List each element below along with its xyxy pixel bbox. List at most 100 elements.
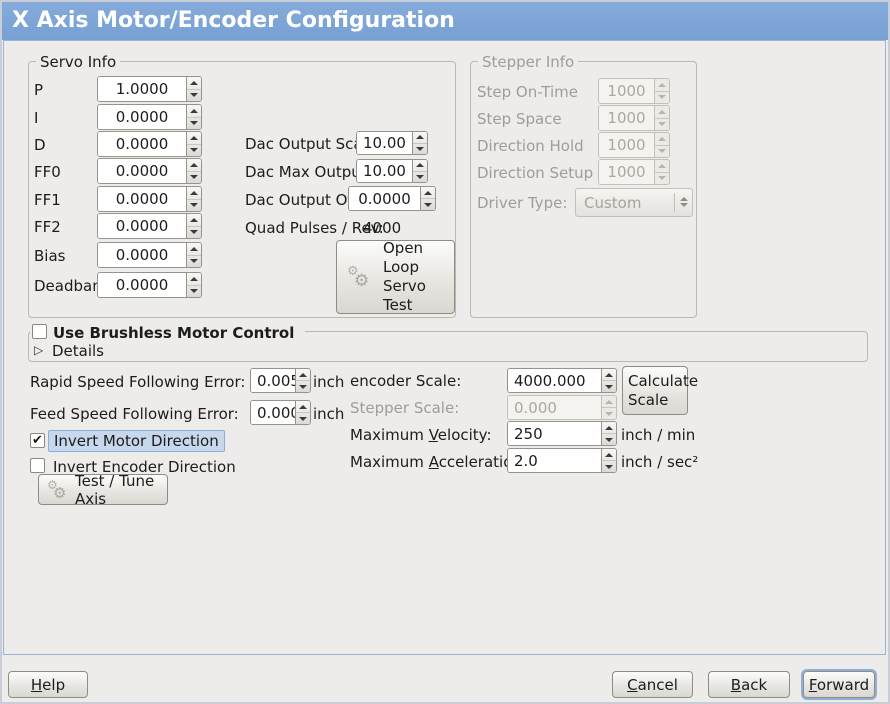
spin-up-button[interactable] [187,159,201,172]
ff0-input[interactable]: 0.0000 [97,158,202,184]
encoder-scale-input[interactable]: 4000.000 [507,368,617,393]
step-on-time-value: 1000 [599,79,654,103]
driver-type-select: Custom [575,188,693,217]
servo-label-ff1: FF1 [34,191,61,209]
spin-up-icon [658,136,666,141]
dac-max-output-label: Dac Max Output: [245,163,372,181]
help-button[interactable]: Help [8,671,88,698]
rapid-error-input[interactable]: 0.0050 [250,368,311,393]
rapid-error-value[interactable]: 0.0050 [251,369,295,392]
spin-down-button[interactable] [602,434,616,445]
max-accel-input[interactable]: 2.0 [507,448,617,473]
spin-up-button[interactable] [413,160,427,172]
spin-down-button[interactable] [413,144,427,155]
invert-encoder-checkbox[interactable] [30,458,45,473]
cancel-button-label: Cancel [627,675,678,694]
ff2-input[interactable]: 0.0000 [97,213,202,239]
ff0-value[interactable]: 0.0000 [98,159,186,183]
cancel-button[interactable]: Cancel [612,671,693,698]
spin-down-button[interactable] [421,199,435,210]
spin-up-button[interactable] [413,132,427,144]
spin-up-button[interactable] [602,422,616,434]
dac-output-offset-input[interactable]: 0.0000 [348,186,436,211]
d-input[interactable]: 0.0000 [97,131,202,157]
p-input[interactable]: 1.0000 [97,76,202,102]
servo-label-d: D [34,136,46,154]
direction-hold-label: Direction Hold [477,137,584,155]
calculate-scale-button[interactable]: Calculate Scale [622,366,698,415]
step-on-time-input: 1000 [598,78,670,104]
i-value[interactable]: 0.0000 [98,105,186,129]
details-expander-label[interactable]: Details [52,342,105,360]
spin-up-button[interactable] [187,187,201,200]
spin-up-button[interactable] [187,214,201,227]
ff1-value[interactable]: 0.0000 [98,187,186,211]
spin-down-button[interactable] [187,118,201,130]
spin-up-icon [190,108,198,113]
spin-down-button[interactable] [296,413,310,424]
spin-down-button[interactable] [187,286,201,298]
spin-up-button[interactable] [187,273,201,286]
dac-output-scale-value[interactable]: 10.00 [357,132,412,154]
invert-motor-label[interactable]: Invert Motor Direction [48,430,225,452]
spin-up-button[interactable] [187,77,201,90]
spin-down-button[interactable] [187,90,201,102]
max-velocity-value[interactable]: 250 [508,422,601,445]
stepper-scale-input: 0.000 [507,395,617,420]
expander-icon[interactable]: ▷ [34,343,44,357]
spin-up-button[interactable] [187,105,201,118]
spin-down-button[interactable] [602,381,616,392]
invert-encoder-label[interactable]: Invert Encoder Direction [53,458,236,476]
spin-down-icon [605,464,613,469]
spin-up-icon [190,246,198,251]
spin-down-button[interactable] [296,381,310,392]
spin-up-icon [190,190,198,195]
help-button-label: Help [30,675,66,694]
d-value[interactable]: 0.0000 [98,132,186,156]
invert-motor-checkbox[interactable]: ✔ [30,433,45,448]
quad-pulses-value: 4000 [363,219,402,237]
encoder-scale-value[interactable]: 4000.000 [508,369,601,392]
dac-output-offset-value[interactable]: 0.0000 [349,187,420,210]
ff1-input[interactable]: 0.0000 [97,186,202,212]
spin-down-button[interactable] [187,145,201,157]
step-space-label: Step Space [477,110,562,128]
driver-type-label: Driver Type: [477,194,568,212]
i-input[interactable]: 0.0000 [97,104,202,130]
spin-down-button[interactable] [187,256,201,268]
spin-down-button[interactable] [187,172,201,184]
deadband-input[interactable]: 0.0000 [97,272,202,298]
spin-down-button[interactable] [413,172,427,183]
spin-down-icon [424,202,432,207]
spin-up-button[interactable] [296,369,310,381]
test-tune-axis-button[interactable]: ⚙ ⚙ Test / Tune Axis [38,472,168,508]
forward-button[interactable]: Forward [803,671,875,698]
spin-up-button[interactable] [602,369,616,381]
max-velocity-input[interactable]: 250 [507,421,617,446]
spin-down-button[interactable] [187,227,201,239]
ff2-value[interactable]: 0.0000 [98,214,186,238]
back-button[interactable]: Back [708,671,790,698]
max-accel-value[interactable]: 2.0 [508,449,601,472]
feed-error-input[interactable]: 0.0005 [250,400,311,425]
use-brushless-checkbox[interactable] [32,324,47,339]
deadband-value[interactable]: 0.0000 [98,273,186,297]
spin-down-button[interactable] [187,200,201,212]
dac-max-output-value[interactable]: 10.00 [357,160,412,182]
dac-output-scale-input[interactable]: 10.00 [356,131,428,155]
spin-down-button[interactable] [602,461,616,472]
max-velocity-label: Maximum Velocity: [350,426,492,444]
spin-up-button[interactable] [296,401,310,413]
stepper-info-frame [470,61,697,318]
spin-up-button[interactable] [602,449,616,461]
bias-value[interactable]: 0.0000 [98,243,186,267]
p-value[interactable]: 1.0000 [98,77,186,101]
spin-up-button[interactable] [187,243,201,256]
quad-pulses-label: Quad Pulses / Rev: [245,219,384,237]
open-loop-servo-test-button[interactable]: ⚙ ⚙ Open Loop Servo Test [336,239,455,314]
spin-up-button[interactable] [187,132,201,145]
feed-error-value[interactable]: 0.0005 [251,401,295,424]
spin-up-button[interactable] [421,187,435,199]
bias-input[interactable]: 0.0000 [97,242,202,268]
dac-max-output-input[interactable]: 10.00 [356,159,428,183]
